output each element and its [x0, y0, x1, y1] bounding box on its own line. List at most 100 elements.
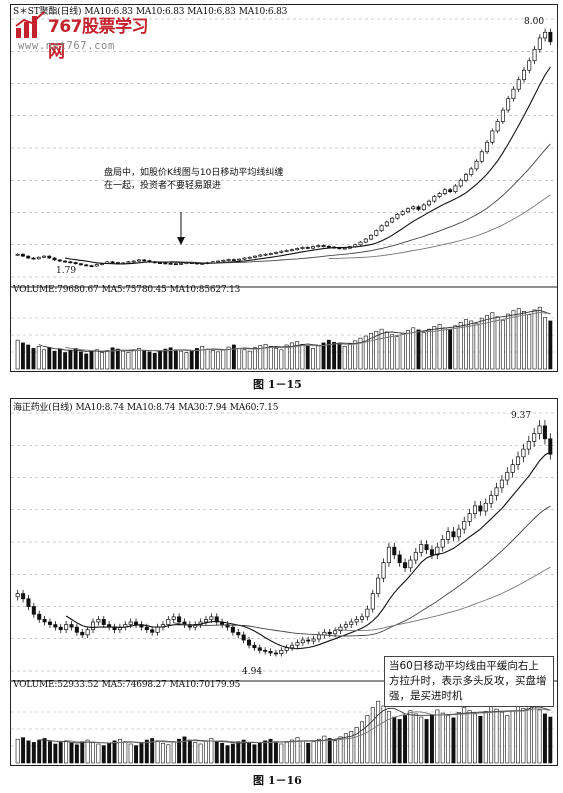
volume-bar — [163, 348, 168, 370]
volume-bar — [474, 323, 479, 370]
candle-body — [257, 647, 262, 651]
volume-bar — [253, 347, 257, 370]
volume-bar — [499, 711, 504, 764]
chart-1-volume-header: VOLUME:79680.67 MA5:75780.45 MA10:85627.13 — [13, 285, 243, 295]
candle-body — [543, 31, 548, 39]
chart-1-volume: VOLUME:79680.67 — [13, 285, 99, 295]
volume-bar — [31, 348, 36, 370]
candle-body — [400, 211, 405, 215]
candle-body — [247, 639, 252, 646]
candle-body — [47, 621, 52, 625]
candle-body — [321, 245, 326, 247]
candle-body — [263, 650, 268, 652]
volume-bar — [317, 738, 321, 764]
volume-bar — [121, 350, 126, 370]
volume-bar — [338, 736, 343, 764]
volume-bar — [37, 739, 42, 764]
candle-body — [326, 245, 331, 248]
candle-body — [89, 265, 94, 267]
candle-body — [74, 626, 79, 633]
volume-bar — [453, 325, 458, 370]
volume-bar — [42, 738, 47, 764]
chart-1-header: S＊ST聚酯(日线) MA10:6.83 MA10:6.83 MA10:6.83 MA1… — [13, 4, 290, 17]
candle-body — [68, 261, 73, 264]
candle-body — [505, 471, 510, 481]
volume-bar — [171, 741, 176, 764]
volume-bar — [333, 740, 338, 764]
candle-body — [403, 562, 408, 569]
volume-bar — [521, 708, 526, 764]
volume-bar — [91, 742, 95, 764]
volume-bar — [69, 742, 74, 764]
volume-bar — [242, 349, 247, 370]
volume-bar — [381, 705, 386, 764]
volume-bar — [289, 342, 294, 370]
candle-body — [516, 456, 521, 465]
volume-bar — [112, 740, 117, 764]
volume-bar — [80, 741, 85, 764]
candle-body — [370, 593, 375, 610]
volume-bar — [78, 351, 83, 370]
volume-bar — [295, 737, 300, 764]
volume-bar — [462, 707, 467, 764]
volume-bar — [532, 309, 537, 370]
candle-body — [349, 621, 354, 625]
annotation-arrow-head — [177, 237, 185, 245]
volume-bar — [168, 347, 173, 370]
volume-bar — [306, 742, 311, 764]
volume-bar — [210, 350, 215, 370]
volume-bar — [448, 329, 453, 370]
candle-body — [506, 98, 511, 111]
volume-bar — [400, 332, 405, 370]
candle-body — [144, 626, 149, 631]
candle-body — [263, 253, 268, 256]
chart-2-caption: 图 1－16 — [253, 774, 302, 787]
volume-bar — [473, 713, 477, 764]
volume-bar — [241, 739, 246, 764]
volume-bar — [403, 715, 408, 764]
volume-bar — [442, 327, 447, 370]
volume-bar — [505, 715, 510, 764]
candle-body — [453, 185, 458, 192]
volume-bar — [131, 349, 136, 370]
candle-body — [327, 631, 332, 635]
volume-bar — [139, 742, 144, 764]
candle-body — [258, 254, 263, 257]
candle-body — [15, 593, 20, 598]
candle-body — [537, 425, 542, 434]
candle-body — [474, 160, 479, 170]
volume-bar — [527, 314, 532, 370]
candle-body — [203, 619, 209, 623]
volume-bar — [84, 353, 89, 370]
candle-body — [58, 626, 63, 631]
volume-bar — [522, 311, 526, 370]
candle-body — [427, 200, 432, 206]
volume-bar — [158, 350, 162, 370]
candle-body — [150, 629, 155, 633]
volume-bar — [284, 742, 289, 764]
candle-body — [526, 441, 531, 450]
volume-bar — [31, 742, 36, 764]
volume-bar — [63, 352, 68, 370]
volume-bar — [263, 343, 268, 370]
candle-body — [78, 263, 83, 266]
chart-2-high-label: 9.37 — [511, 411, 532, 421]
volume-bar — [397, 719, 402, 764]
chart-1-caption: 图 1－15 — [253, 378, 302, 391]
candle-body — [290, 644, 295, 649]
volume-ma10-line — [65, 312, 551, 352]
candle-body — [26, 598, 31, 607]
volume-bar — [365, 715, 370, 764]
candle-body — [101, 619, 106, 625]
candle-body — [300, 639, 305, 643]
volume-bar — [485, 315, 490, 370]
volume-bar — [150, 738, 155, 764]
candle-body — [85, 629, 90, 636]
volume-bar — [427, 328, 431, 370]
candle-body — [448, 189, 453, 192]
ma60-line — [328, 194, 551, 259]
candle-body — [231, 259, 236, 261]
volume-bar — [198, 743, 203, 764]
volume-bar — [179, 350, 184, 370]
volume-bar — [516, 308, 521, 370]
